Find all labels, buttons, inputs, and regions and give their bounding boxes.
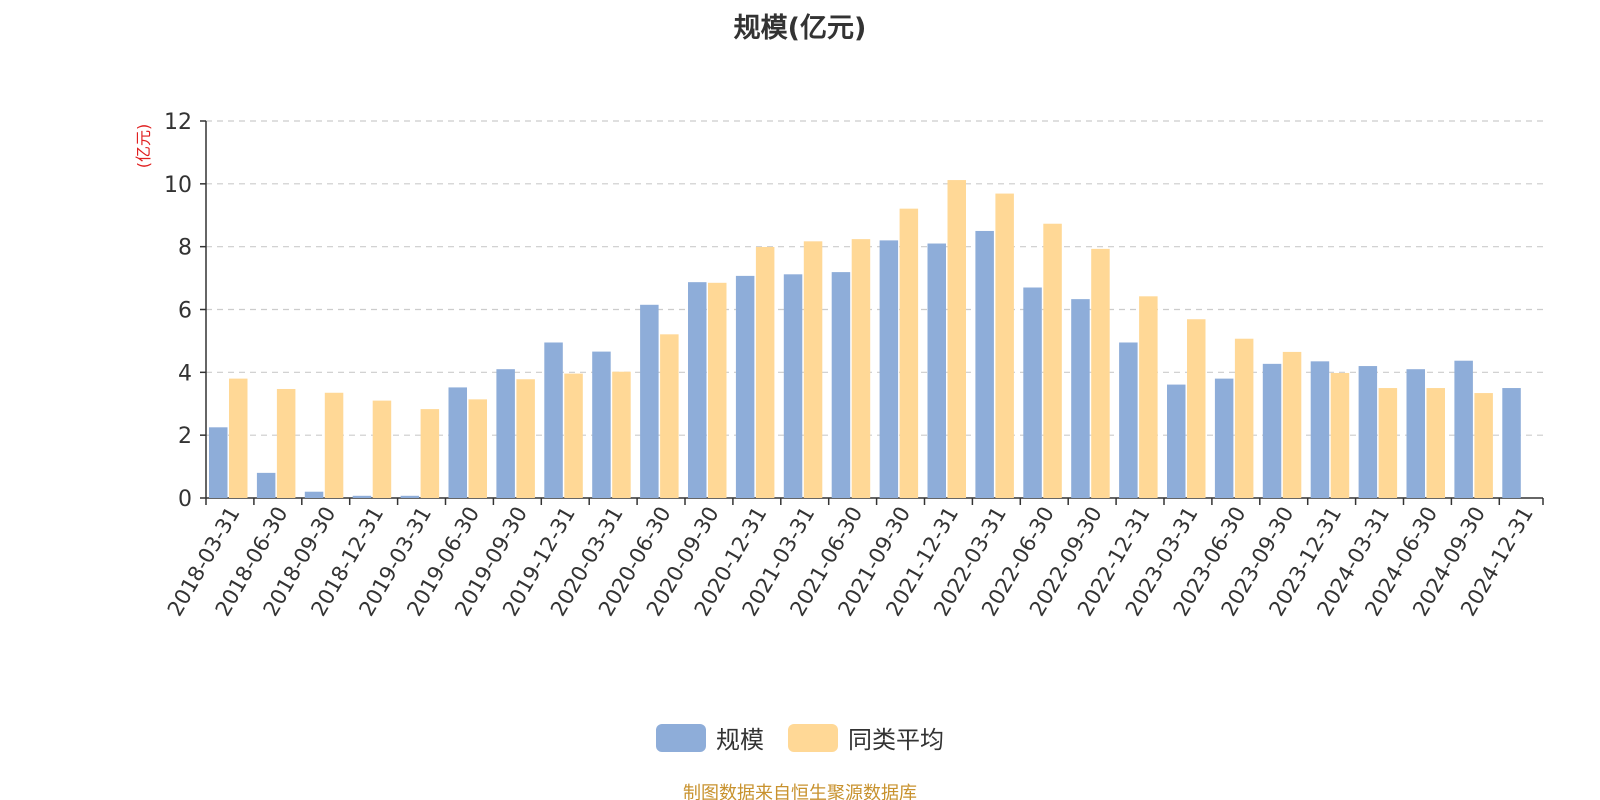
bar-series-2 [1426,388,1445,498]
bar-series-1 [927,243,946,498]
bar-series-1 [352,495,372,498]
bar-series-1 [1119,342,1138,498]
bar-series-1 [1454,360,1473,498]
bar-series-2 [947,180,966,498]
bar-series-2 [899,208,919,498]
bar-series-1 [592,351,611,498]
bar-series-1 [1262,363,1282,498]
bar-series-2 [1139,296,1158,498]
bar-series-2 [372,400,392,498]
bar-series-2 [564,373,583,498]
legend: 规模 同类平均 [0,720,1600,755]
bar-series-1 [735,275,755,498]
bar-series-1 [1167,384,1186,498]
bar-series-1 [400,495,420,498]
bar-series-2 [612,371,631,498]
bar-series-2 [851,239,871,499]
legend-item-series-1[interactable]: 规模 [656,720,764,755]
bar-series-2 [755,246,775,498]
bar-series-1 [1214,378,1234,498]
bar-series-1 [1358,366,1378,498]
bar-series-2 [708,282,727,498]
bar-series-2 [1187,319,1206,498]
legend-swatch-series-2 [788,723,838,752]
chart-title: 规模(亿元) [733,13,867,44]
bar-series-2 [1474,393,1493,498]
bar-series-2 [1282,351,1302,498]
bar-series-1 [783,274,803,498]
bar-series-2 [1043,223,1062,499]
bar-series-1 [496,369,515,498]
bar-series-1 [1071,299,1090,498]
bar-series-2 [1091,248,1110,498]
y-tick-label: 6 [178,299,192,324]
bar-series-1 [688,282,707,498]
bar-series-1 [448,387,467,498]
bar-series-2 [516,379,535,498]
bar-series-1 [640,304,659,498]
legend-label-series-2: 同类平均 [848,726,944,754]
bar-series-2 [1330,372,1350,498]
legend-item-series-2[interactable]: 同类平均 [788,720,944,755]
bar-series-2 [660,334,679,498]
bar-series-2 [995,193,1014,498]
bar-series-1 [1023,287,1042,498]
bar-series-2 [803,241,823,498]
y-tick-label: 10 [164,173,192,198]
bar-series-2 [420,409,440,498]
source-note: 制图数据来自恒生聚源数据库 [683,783,917,800]
legend-label-series-1: 规模 [716,726,764,754]
y-tick-label: 0 [178,487,192,512]
bar-series-2 [324,392,344,498]
bar-series-1 [1502,388,1521,498]
bar-series-1 [831,272,851,498]
bar-series-2 [229,378,248,498]
y-tick-label: 2 [178,424,192,449]
bar-series-1 [304,491,324,498]
bar-series-2 [1378,388,1398,498]
bar-series-1 [975,230,994,499]
bar-series-2 [1234,338,1254,498]
bar-series-1 [1406,369,1425,498]
bar-series-1 [209,427,228,498]
y-tick-label: 12 [164,110,192,135]
y-tick-label: 8 [178,236,192,261]
bar-series-1 [256,472,276,498]
y-tick-label: 4 [178,361,192,386]
bar-series-1 [544,342,563,498]
legend-swatch-series-1 [656,723,706,752]
bar-series-2 [276,388,296,498]
bar-series-1 [879,240,899,498]
bar-series-1 [1310,361,1330,498]
bar-series-2 [468,399,487,498]
y-axis-label: (亿元) [134,124,153,169]
